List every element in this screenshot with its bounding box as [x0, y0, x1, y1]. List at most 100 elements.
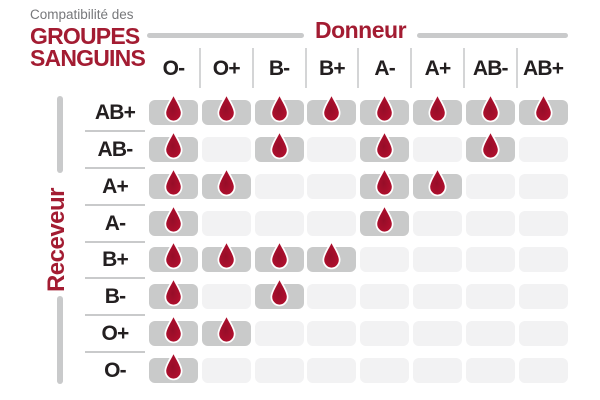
- row-separator: [85, 240, 145, 243]
- grid-cell-b--from-o+: [201, 284, 251, 310]
- grid-cell-ab+-from-b-: [254, 93, 304, 125]
- grid-cell-b+-from-a+: [413, 247, 462, 273]
- grid-cell-ab+-from-ab+: [518, 93, 568, 125]
- grid-cell-a--from-o+: [201, 210, 251, 236]
- blood-drop-icon: [164, 130, 183, 160]
- row-separator: [85, 314, 145, 317]
- grid-cell-b+-from-o-: [149, 240, 198, 273]
- grid-cell-b--from-a+: [413, 284, 462, 310]
- grid-cell-b--from-a-: [360, 284, 410, 310]
- blood-drop-icon: [164, 351, 183, 381]
- blood-drop-icon: [217, 166, 236, 196]
- blood-drop-icon: [217, 93, 236, 123]
- donor-axis-label: Donneur: [314, 17, 407, 43]
- grid-cell-a+-from-b-: [254, 173, 304, 199]
- grid-cell-ab--from-o-: [149, 130, 198, 162]
- blood-drop-icon: [217, 240, 236, 270]
- grid-cell-ab+-from-a-: [360, 93, 410, 125]
- blood-drop-icon: [322, 240, 341, 270]
- column-divider: [304, 48, 307, 88]
- grid-cell-o+-from-a+: [413, 321, 462, 347]
- grid-cell-o+-from-a-: [360, 321, 410, 347]
- blood-drop-icon: [270, 93, 289, 123]
- grid-cell-a+-from-o+: [201, 166, 251, 199]
- grid-cell-o--from-ab+: [518, 357, 568, 383]
- row-header-b-: B-: [104, 285, 126, 309]
- row-separator: [85, 277, 145, 280]
- brand-block: Compatibilité des GROUPES SANGUINS: [30, 7, 146, 71]
- grid-cell-a+-from-ab-: [465, 173, 515, 199]
- grid-cell-ab+-from-o-: [149, 93, 198, 125]
- grid-cell-b+-from-a-: [360, 247, 410, 273]
- grid-cell-o--from-o+: [201, 357, 251, 383]
- grid-cell-o--from-ab-: [465, 357, 515, 383]
- grid-cell-a--from-a+: [413, 210, 462, 236]
- column-divider: [515, 48, 518, 88]
- grid-cell-b+-from-b+: [307, 240, 357, 273]
- blood-drop-icon: [481, 130, 500, 160]
- grid-cell-ab+-from-a+: [413, 93, 462, 125]
- column-header-ab+: AB+: [522, 57, 564, 80]
- grid-cell-o+-from-ab+: [518, 321, 568, 347]
- row-separator: [85, 203, 145, 206]
- grid-cell-ab--from-a-: [360, 130, 410, 162]
- blood-drop-icon: [164, 166, 183, 196]
- blood-drop-icon: [428, 166, 447, 196]
- column-header-b+: B+: [318, 57, 346, 80]
- column-header-a-: A-: [374, 57, 395, 80]
- grid-cell-o--from-o-: [149, 351, 198, 383]
- grid-cell-b+-from-ab-: [465, 247, 515, 273]
- grid-cell-ab--from-o+: [201, 136, 251, 162]
- blood-drop-icon: [322, 93, 341, 123]
- blood-drop-icon: [164, 314, 183, 344]
- grid-cell-a+-from-o-: [149, 166, 198, 199]
- grid-cell-a--from-ab-: [465, 210, 515, 236]
- grid-cell-ab--from-a+: [413, 136, 462, 162]
- grid-cell-ab--from-b-: [254, 130, 304, 162]
- blood-drop-icon: [164, 240, 183, 270]
- grid-cell-ab+-from-o+: [201, 93, 251, 125]
- column-header-o-: O-: [162, 57, 186, 80]
- blood-drop-icon: [481, 93, 500, 123]
- receiver-axis-label: Receveur: [43, 187, 70, 293]
- blood-drop-icon: [217, 314, 236, 344]
- blood-drop-icon: [375, 93, 394, 123]
- grid-cell-b--from-o-: [149, 277, 198, 310]
- grid-cell-ab--from-ab+: [518, 136, 568, 162]
- column-header-ab-: AB-: [472, 57, 509, 80]
- receiver-axis-line-bottom: [57, 296, 63, 384]
- grid-cell-o--from-b+: [307, 357, 357, 383]
- brand-title-line2: SANGUINS: [30, 45, 146, 71]
- donor-axis-line-right: [417, 33, 568, 38]
- grid-cell-a+-from-b+: [307, 173, 357, 199]
- column-divider: [251, 48, 254, 88]
- grid-cell-b--from-b+: [307, 284, 357, 310]
- grid-cell-a+-from-ab+: [518, 173, 568, 199]
- blood-drop-icon: [270, 240, 289, 270]
- row-header-a+: A+: [102, 174, 129, 198]
- grid-cell-ab--from-ab-: [465, 130, 515, 162]
- row-separator: [85, 130, 145, 132]
- brand-title-line1: GROUPES: [30, 23, 140, 49]
- row-header-ab-: AB-: [97, 137, 134, 161]
- grid-cell-b--from-ab+: [518, 284, 568, 310]
- grid-cell-ab+-from-b+: [307, 93, 357, 125]
- receiver-axis-line-top: [57, 96, 63, 173]
- row-header-o+: O+: [101, 322, 130, 346]
- row-header-b+: B+: [102, 248, 129, 272]
- grid-cell-o--from-b-: [254, 357, 304, 383]
- column-divider: [462, 48, 465, 88]
- column-header-a+: A+: [424, 57, 452, 80]
- column-header-b-: B-: [268, 57, 290, 80]
- grid-cell-o+-from-ab-: [465, 321, 515, 347]
- blood-drop-icon: [375, 166, 394, 196]
- grid-cell-o--from-a+: [413, 357, 462, 383]
- blood-drop-icon: [164, 277, 183, 307]
- grid-cell-o+-from-b-: [254, 321, 304, 347]
- grid-cell-a--from-b-: [254, 210, 304, 236]
- grid-cell-a--from-ab+: [518, 210, 568, 236]
- donor-axis-line-left: [147, 33, 304, 38]
- grid-cell-o--from-a-: [360, 357, 410, 383]
- column-divider: [410, 48, 413, 88]
